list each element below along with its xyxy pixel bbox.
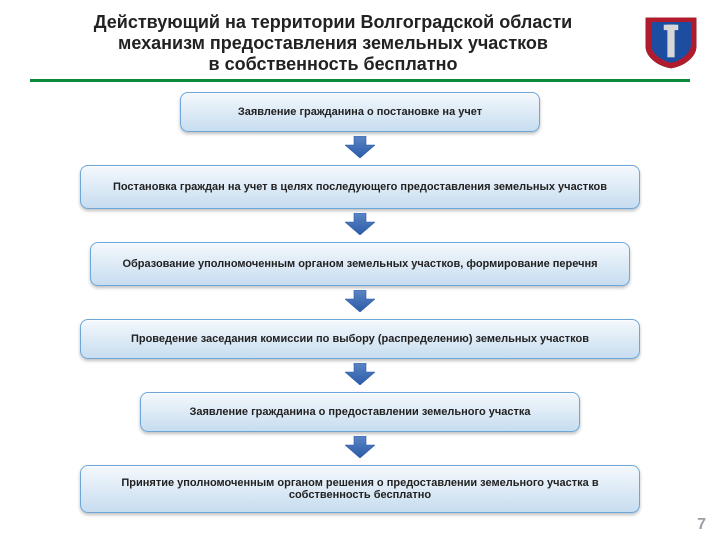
flow-arrow-icon bbox=[345, 213, 375, 240]
flow-step-label: Проведение заседания комиссии по выбору … bbox=[131, 333, 589, 345]
flow-step-6: Принятие уполномоченным органом решения … bbox=[80, 465, 640, 513]
title-line-1: Действующий на территории Волгоградской … bbox=[30, 12, 636, 33]
flow-step-label: Постановка граждан на учет в целях после… bbox=[113, 181, 607, 193]
flow-step-1: Заявление гражданина о постановке на уче… bbox=[180, 92, 540, 132]
flow-step-label: Заявление гражданина о предоставлении зе… bbox=[190, 406, 531, 418]
process-flowchart: Заявление гражданина о постановке на уче… bbox=[30, 92, 690, 513]
flow-arrow-icon bbox=[345, 436, 375, 463]
flow-step-4: Проведение заседания комиссии по выбору … bbox=[80, 319, 640, 359]
flow-step-label: Образование уполномоченным органом земел… bbox=[122, 258, 597, 270]
title-line-2: механизм предоставления земельных участк… bbox=[30, 33, 636, 54]
flow-step-2: Постановка граждан на учет в целях после… bbox=[80, 165, 640, 209]
flow-arrow-icon bbox=[345, 363, 375, 390]
flow-arrow-icon bbox=[345, 136, 375, 163]
title-divider bbox=[30, 79, 690, 82]
title-block: Действующий на территории Волгоградской … bbox=[30, 12, 636, 75]
header-row: Действующий на территории Волгоградской … bbox=[30, 12, 690, 75]
flow-step-5: Заявление гражданина о предоставлении зе… bbox=[140, 392, 580, 432]
slide-page: Действующий на территории Волгоградской … bbox=[0, 0, 720, 540]
flow-step-3: Образование уполномоченным органом земел… bbox=[90, 242, 630, 286]
flow-step-label: Заявление гражданина о постановке на уче… bbox=[238, 106, 482, 118]
flow-arrow-icon bbox=[345, 290, 375, 317]
region-emblem-icon bbox=[642, 12, 700, 70]
flow-step-label: Принятие уполномоченным органом решения … bbox=[93, 477, 627, 501]
title-line-3: в собственность бесплатно bbox=[30, 54, 636, 75]
page-number: 7 bbox=[697, 516, 706, 534]
